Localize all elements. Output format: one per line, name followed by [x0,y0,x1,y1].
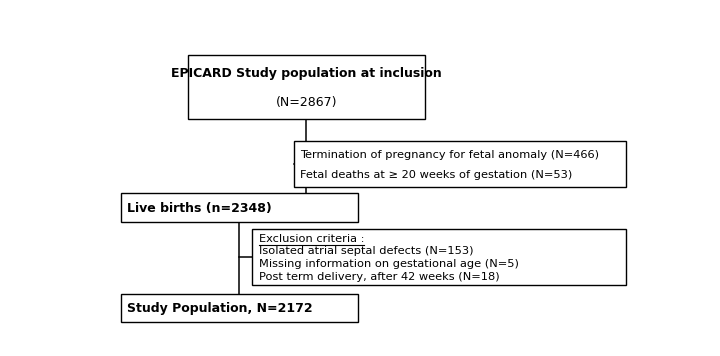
Text: Post term delivery, after 42 weeks (N=18): Post term delivery, after 42 weeks (N=18… [258,272,499,282]
Text: Isolated atrial septal defects (N=153): Isolated atrial septal defects (N=153) [258,246,473,256]
Text: EPICARD Study population at inclusion: EPICARD Study population at inclusion [171,67,441,80]
Text: Exclusion criteria :: Exclusion criteria : [258,234,364,244]
Text: Missing information on gestational age (N=5): Missing information on gestational age (… [258,259,518,269]
Text: Live births (n=2348): Live births (n=2348) [127,202,272,215]
FancyBboxPatch shape [188,55,425,120]
FancyBboxPatch shape [252,229,626,285]
FancyBboxPatch shape [121,294,358,322]
Text: Fetal deaths at ≥ 20 weeks of gestation (N=53): Fetal deaths at ≥ 20 weeks of gestation … [300,169,572,179]
Text: Termination of pregnancy for fetal anomaly (N=466): Termination of pregnancy for fetal anoma… [300,150,599,159]
FancyBboxPatch shape [121,194,358,222]
FancyBboxPatch shape [294,141,626,187]
Text: Study Population, N=2172: Study Population, N=2172 [127,302,313,315]
Text: (N=2867): (N=2867) [276,96,337,109]
